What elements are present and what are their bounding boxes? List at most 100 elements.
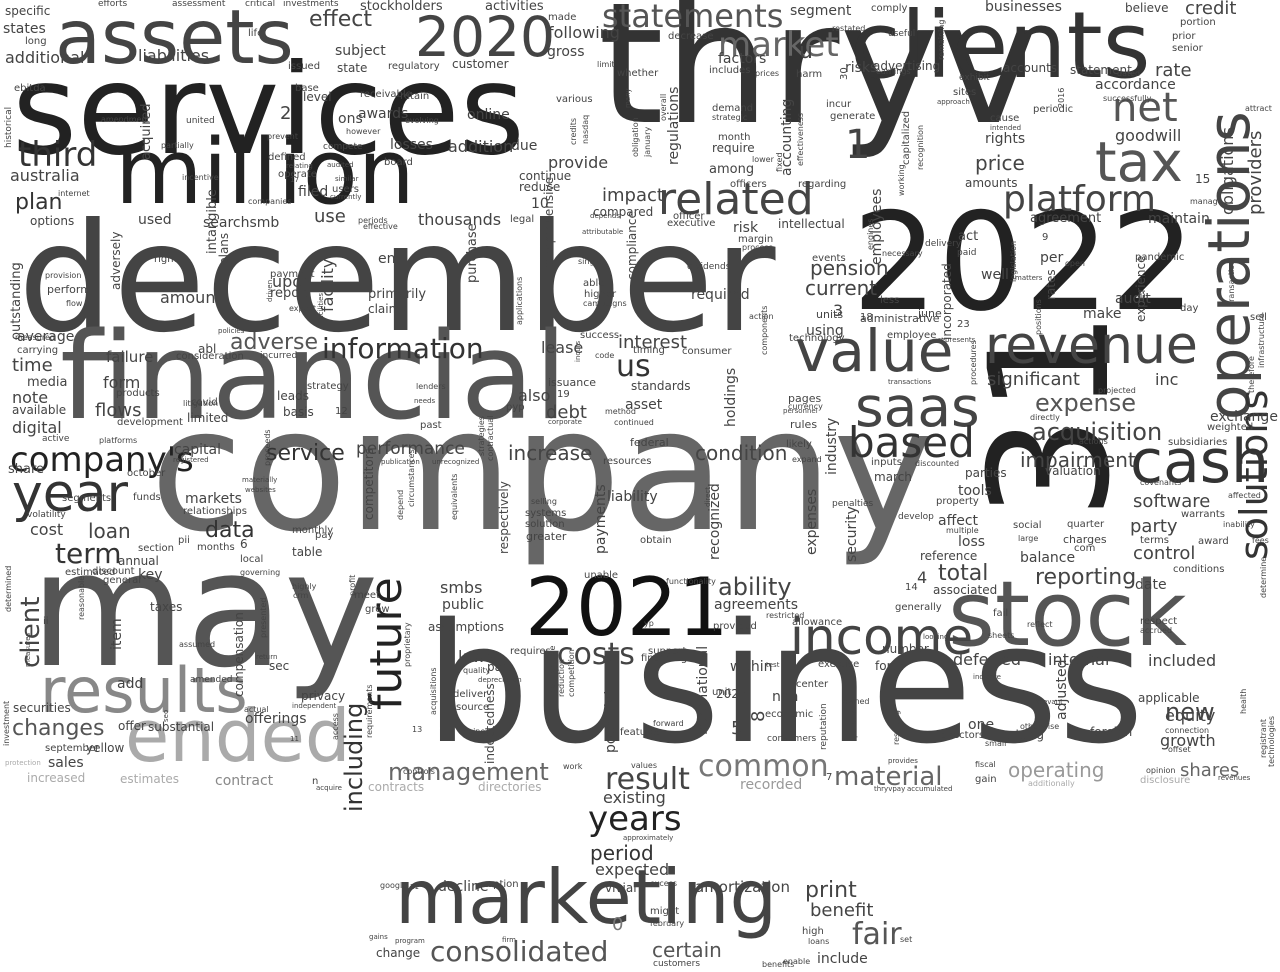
word-primarily: primarily: [368, 287, 427, 302]
word-third: third: [18, 135, 98, 175]
word-form: form: [103, 373, 141, 392]
word-applications: applications: [515, 276, 524, 325]
word-non: non: [772, 689, 799, 705]
word-losses: losses: [390, 137, 433, 153]
word-service: service: [266, 441, 345, 466]
word-results: results: [40, 654, 248, 727]
word-penalties: penalties: [832, 499, 874, 509]
word-cash: cash: [1130, 427, 1270, 497]
word-operating: operating: [1008, 758, 1105, 782]
word-board: board: [384, 157, 413, 168]
word-digital: digital: [12, 418, 62, 437]
word-connection: connection: [1165, 726, 1210, 735]
word-stockholders: stockholders: [360, 0, 443, 14]
word-conditions: conditions: [1173, 564, 1225, 575]
word-23: 23: [957, 319, 970, 330]
word-party: party: [1130, 516, 1178, 537]
word-searchsmb: searchsmb: [203, 215, 280, 231]
word-cost: cost: [30, 520, 64, 539]
word-effect: effect: [309, 7, 372, 32]
word-capital: capital: [174, 442, 222, 458]
word-thousands: thousands: [418, 210, 502, 229]
word-registered: registered: [173, 456, 209, 464]
word-asset: asset: [625, 397, 663, 413]
word-impairment: impairment: [1020, 448, 1136, 472]
word-within: within: [730, 659, 773, 675]
word-share: share: [8, 462, 45, 477]
word-ability: ability: [718, 573, 792, 601]
word-health: health: [1239, 688, 1248, 714]
word-however: however: [346, 127, 381, 136]
word-multiple: multiple: [946, 526, 979, 535]
word-demand: demand: [712, 103, 754, 114]
word-manage: manage: [1190, 197, 1223, 206]
word-strategic: strategic: [712, 113, 748, 122]
word-credits: credits: [569, 117, 578, 145]
word-circumstances: circumstances: [407, 449, 416, 507]
word-exchange: exchange: [1210, 409, 1278, 425]
word-affect: affect: [938, 513, 979, 529]
word-carrying: carrying: [17, 345, 59, 356]
word-contracts: contracts: [368, 780, 425, 794]
word-resulting: resulting: [892, 709, 901, 745]
word-required: required: [691, 287, 750, 303]
word-engines: engines: [866, 218, 875, 250]
word-technologies: technologies: [1267, 716, 1276, 767]
word-6: 6: [240, 537, 248, 551]
word-accumulated: accumulated: [907, 785, 953, 793]
word-result: result: [605, 762, 690, 797]
word-annual: annual: [118, 554, 159, 568]
word-needs: needs: [414, 397, 436, 405]
word-prices: prices: [755, 69, 780, 78]
word-thryv: thryv: [598, 0, 1039, 162]
word-accounts: accounts: [1003, 61, 1058, 75]
word-interest: interest: [618, 332, 688, 353]
word-seo: seo: [162, 709, 170, 722]
word-include: include: [817, 951, 868, 967]
word-average: average: [17, 329, 75, 345]
word-existing: existing: [603, 788, 666, 807]
word-impact: impact: [602, 185, 664, 206]
word-policies: policies: [218, 327, 245, 335]
word-rate: rate: [1155, 60, 1192, 81]
word-acquisition: acquisition: [1032, 418, 1163, 446]
word-related: related: [658, 174, 814, 225]
word-fail: fail: [993, 608, 1009, 619]
word-time: time: [12, 355, 53, 376]
word-purchase: purchase: [465, 223, 480, 283]
word-net: net: [1112, 85, 1178, 131]
word-subsidiaries: subsidiaries: [1168, 437, 1228, 448]
word-addition: addition: [448, 137, 514, 156]
word-gain: gain: [975, 774, 997, 785]
word-consolidated: consolidated: [430, 935, 609, 968]
word-rates: rates: [1044, 269, 1058, 300]
word-2016: 2016: [1057, 87, 1066, 108]
word-june: june: [918, 307, 942, 320]
word-adversely: adversely: [109, 231, 123, 290]
word-past: past: [420, 420, 442, 431]
word-risks: risks: [845, 60, 878, 76]
word-acquisitions: acquisitions: [429, 667, 438, 715]
word-solution: solution: [525, 519, 565, 530]
word-measures: measures: [24, 632, 32, 667]
word-act: act: [958, 229, 979, 244]
word-partially: partially: [161, 141, 194, 150]
word-unable: unable: [584, 570, 619, 581]
word-selling: selling: [531, 497, 557, 506]
word-center: center: [796, 679, 829, 690]
word-segment: segment: [790, 3, 852, 19]
word-executive: executive: [667, 218, 716, 229]
word-access: access: [331, 713, 340, 740]
word-believe: believe: [1125, 1, 1169, 15]
word-governing: governing: [240, 568, 281, 577]
word-growth: growth: [1160, 731, 1216, 750]
word-capitalized: capitalized: [901, 110, 912, 165]
word-corporate: corporate: [548, 418, 582, 426]
word-accordance: accordance: [1095, 77, 1176, 93]
word-incentive: incentive: [182, 173, 219, 182]
word-30: 30: [839, 67, 850, 80]
word-whether: whether: [617, 68, 659, 79]
word-may: may: [30, 516, 379, 703]
word-action: action: [749, 312, 774, 321]
word-contract: contract: [215, 773, 274, 789]
